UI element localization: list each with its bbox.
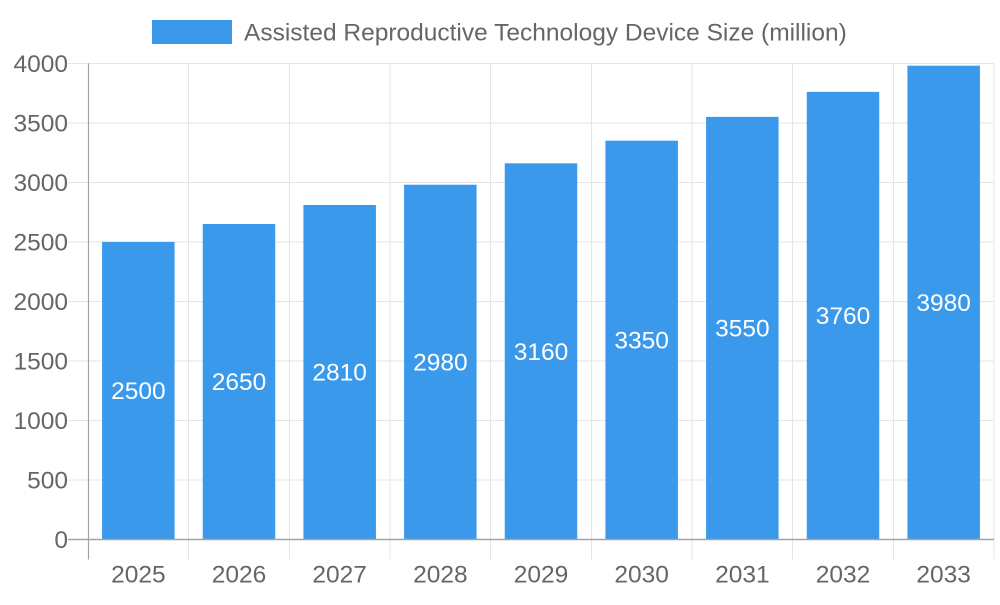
svg-text:2033: 2033 (916, 562, 971, 589)
svg-text:Assisted Reproductive Technolo: Assisted Reproductive Technology Device … (244, 20, 847, 47)
svg-text:2500: 2500 (13, 229, 68, 256)
svg-text:3000: 3000 (13, 170, 68, 197)
svg-text:1500: 1500 (13, 348, 68, 375)
svg-text:3980: 3980 (916, 290, 971, 317)
svg-text:2027: 2027 (312, 562, 367, 589)
svg-text:0: 0 (54, 527, 68, 554)
svg-text:1000: 1000 (13, 408, 68, 435)
svg-text:3350: 3350 (614, 328, 669, 355)
svg-text:3550: 3550 (715, 316, 770, 343)
svg-text:2028: 2028 (413, 562, 468, 589)
svg-text:3160: 3160 (514, 339, 569, 366)
svg-text:500: 500 (27, 467, 68, 494)
svg-text:2026: 2026 (212, 562, 267, 589)
svg-text:3500: 3500 (13, 110, 68, 137)
svg-text:2810: 2810 (312, 360, 367, 387)
svg-text:2025: 2025 (111, 562, 166, 589)
svg-text:2500: 2500 (111, 378, 166, 405)
svg-text:2030: 2030 (614, 562, 669, 589)
svg-text:3760: 3760 (816, 303, 871, 330)
svg-text:2029: 2029 (514, 562, 569, 589)
svg-text:2980: 2980 (413, 350, 468, 377)
svg-text:2032: 2032 (816, 562, 871, 589)
svg-text:2650: 2650 (212, 369, 267, 396)
svg-text:2031: 2031 (715, 562, 770, 589)
svg-text:4000: 4000 (13, 51, 68, 78)
svg-text:2000: 2000 (13, 289, 68, 316)
